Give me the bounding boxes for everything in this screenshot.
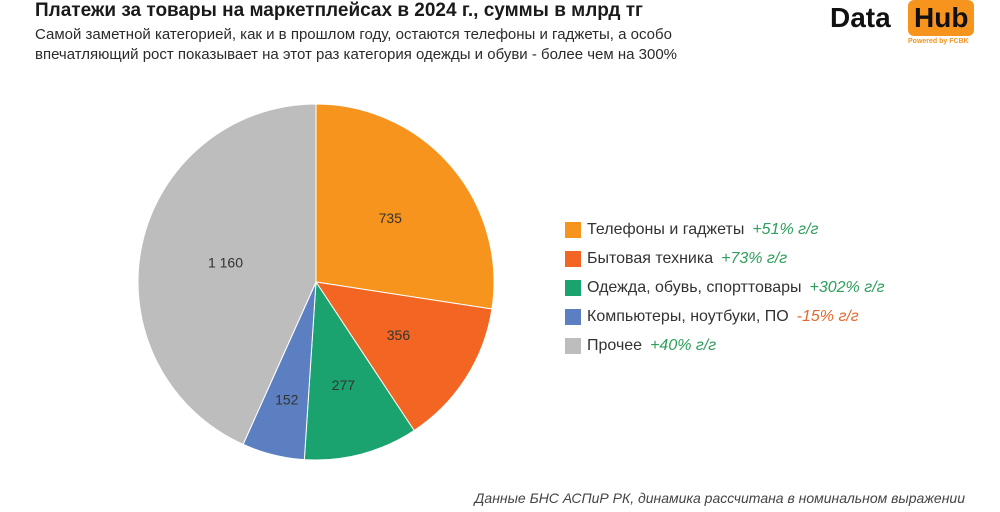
legend-swatch-1 [565,250,581,267]
chart-legend: Телефоны и гаджеты +51% г/г Бытовая техник… [565,215,884,360]
legend-swatch-4 [565,337,581,354]
logo-data-text: Data [830,2,891,33]
legend-growth-0: +51% г/г [752,220,819,238]
legend-label-0: Телефоны и гаджеты [587,220,745,238]
pie-slice-2 [303,280,415,461]
slice-value-label-2: 277 [332,377,356,393]
legend-label-4: Прочее [587,336,643,354]
legend-growth-2: +302% г/г [809,278,885,296]
legend-swatch-0 [565,221,581,238]
slice-value-label-1: 356 [387,327,411,343]
legend-swatch-2 [565,279,581,296]
legend-label-3: Компьютеры, ноутбуки, ПО [587,307,789,325]
legend-label-2: Одежда, обувь, спорттовары [587,278,802,296]
slice-value-label-3: 152 [275,391,299,407]
chart-title: Платежи за товары на маркетплейсах в 202… [35,0,643,21]
legend-item-1: Бытовая техника +73% г/г [565,244,884,273]
slice-value-label-0: 735 [379,210,403,226]
pie-slice-1 [314,281,493,432]
chart-subtitle: Самой заметной категорией, как и в прошл… [35,26,678,63]
legend-item-0: Телефоны и гаджеты +51% г/г [565,215,884,244]
pie-slice-4 [137,103,317,446]
source-note: Данные БНС АСПиР РК, динамика рассчитана… [474,490,965,506]
logo-powered-text: Powered by FCBK [908,38,969,45]
datahub-logo: Data Hub Powered by FCBK [830,0,980,48]
logo-hub-text: Hub [908,0,975,36]
legend-swatch-3 [565,308,581,325]
legend-item-3: Компьютеры, ноутбуки, ПО -15% г/г [565,302,884,331]
legend-label-1: Бытовая техника [587,249,714,267]
legend-item-4: Прочее +40% г/г [565,331,884,360]
legend-growth-4: +40% г/г [650,336,717,354]
pie-slice-0 [315,103,495,310]
legend-growth-1: +73% г/г [721,249,788,267]
legend-growth-3: -15% г/г [796,307,859,325]
legend-item-2: Одежда, обувь, спорттовары +302% г/г [565,273,884,302]
slice-value-label-4: 1 160 [208,255,243,271]
